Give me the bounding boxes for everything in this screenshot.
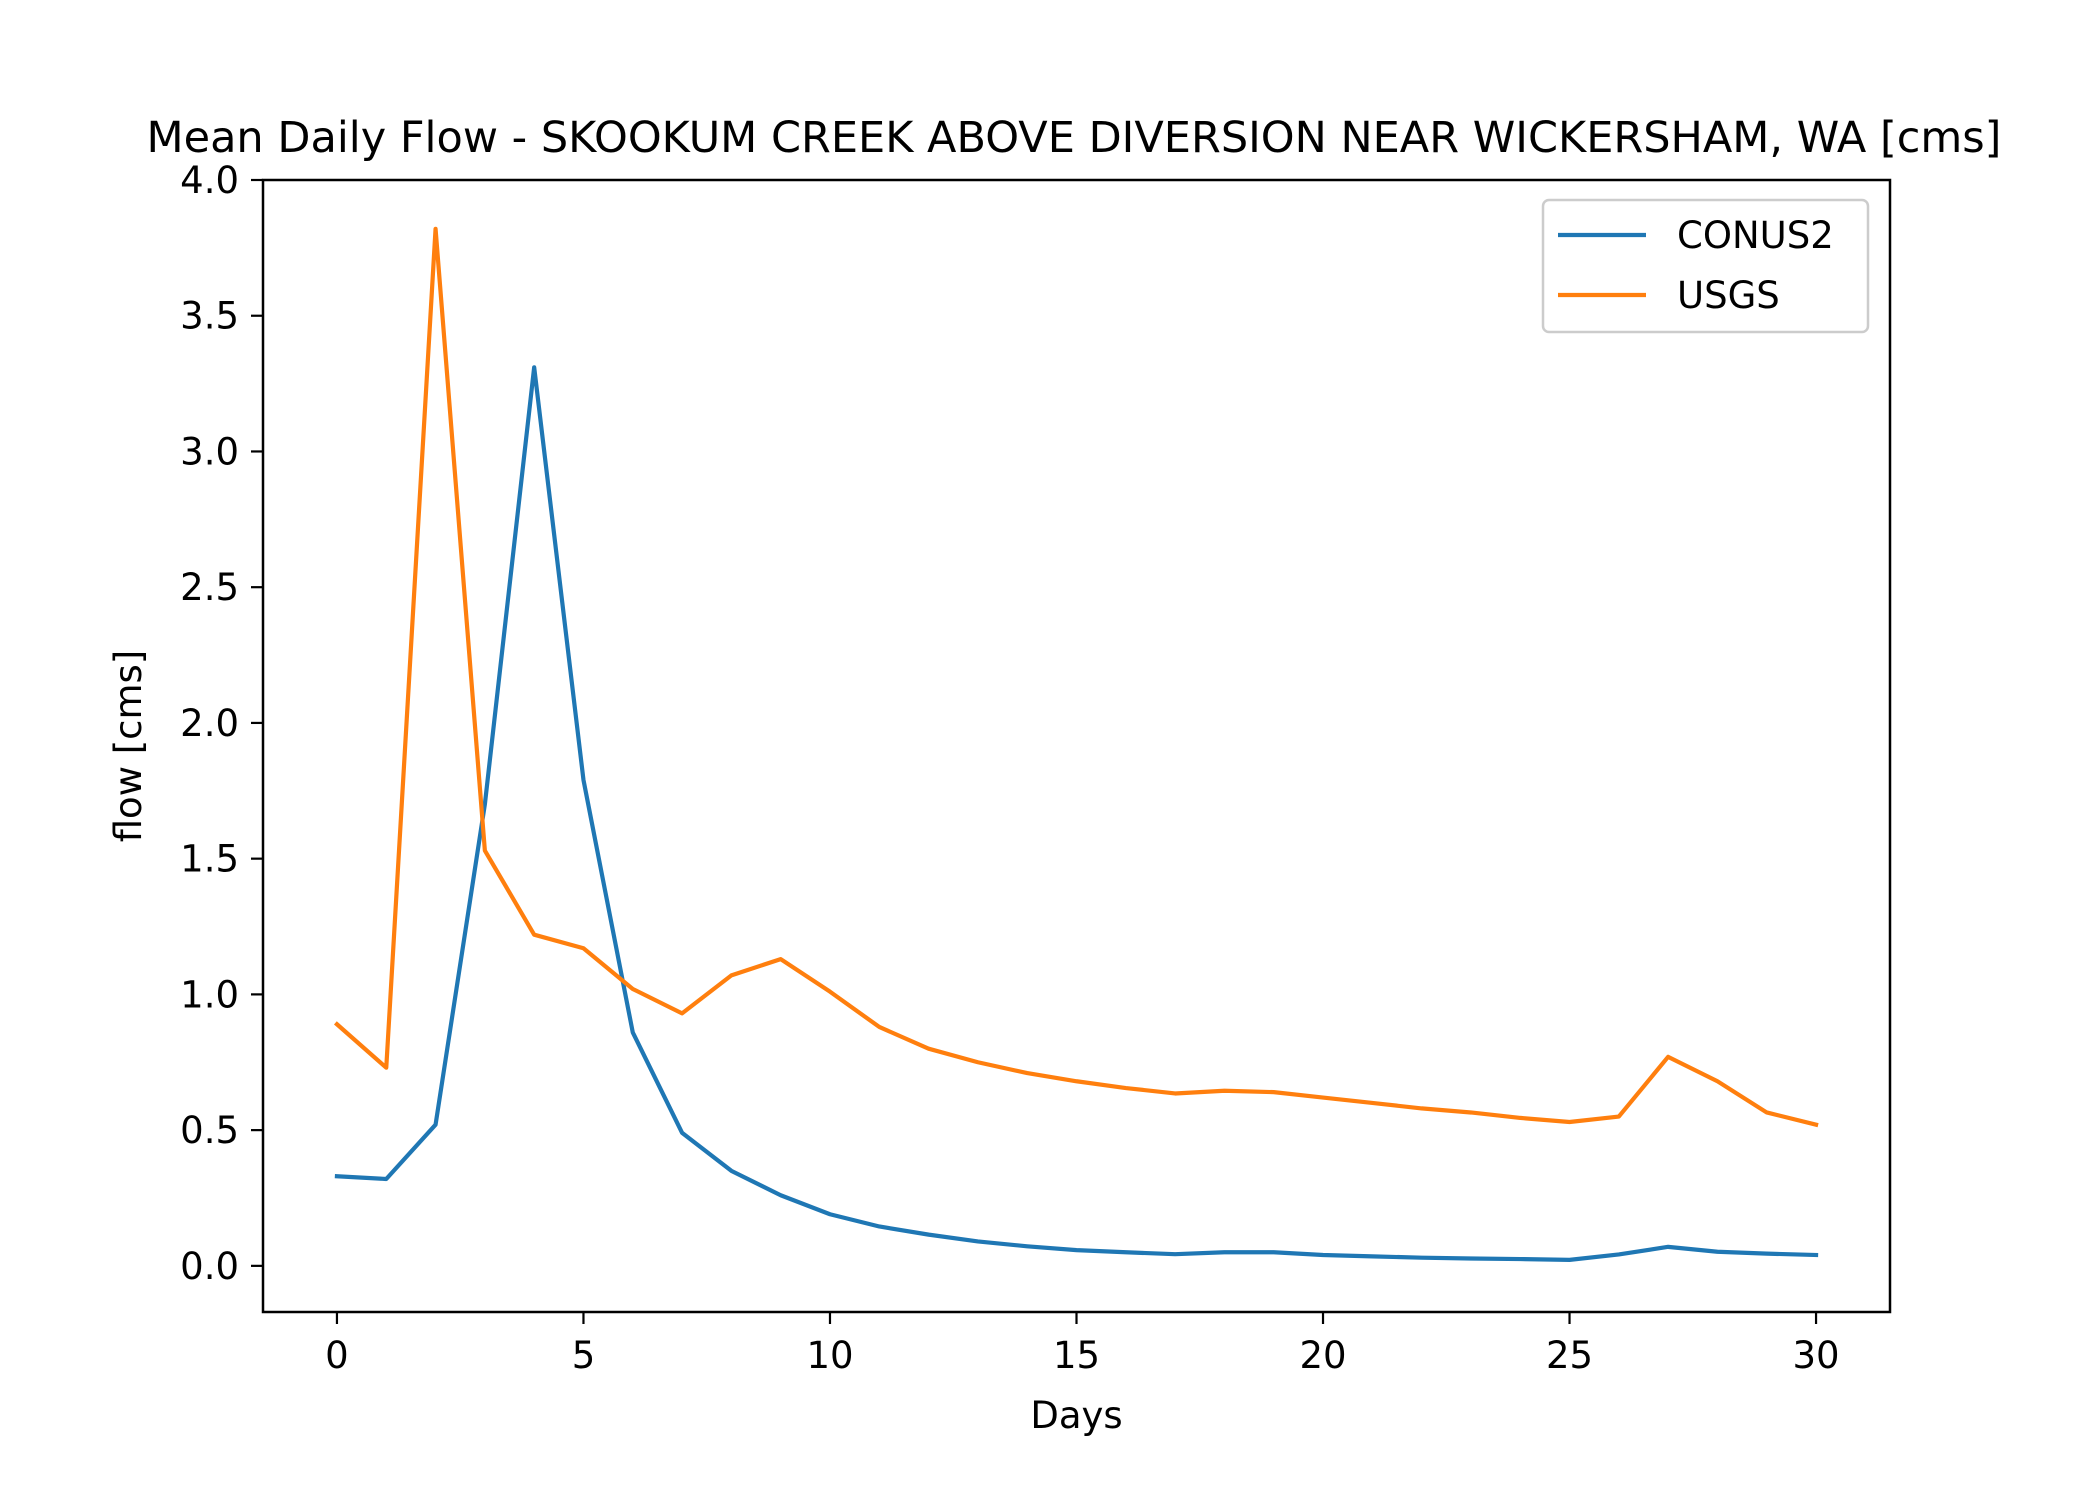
x-tick-label: 10	[806, 1334, 853, 1377]
y-tick-label: 4.0	[180, 159, 239, 202]
x-tick-label: 0	[325, 1334, 349, 1377]
y-tick-label: 0.5	[180, 1109, 239, 1152]
series-line-usgs	[333, 226, 1819, 1128]
legend-label-usgs: USGS	[1677, 274, 1780, 317]
x-tick-label: 25	[1546, 1334, 1593, 1377]
x-tick-label: 5	[572, 1334, 596, 1377]
x-tick-label: 30	[1792, 1334, 1839, 1377]
y-tick-label: 1.5	[180, 838, 239, 881]
y-tick-label: 0.0	[180, 1245, 239, 1288]
legend: CONUS2 USGS	[1541, 198, 1870, 334]
legend-label-conus2: CONUS2	[1677, 214, 1834, 257]
y-axis: 0.0 0.5 1.0 1.5 2.0 2.5 3.0 3.5 4.0	[180, 159, 263, 1288]
y-axis-label: flow [cms]	[107, 650, 150, 843]
y-tick-label: 1.0	[180, 973, 239, 1016]
series-line-conus2	[334, 365, 1819, 1262]
x-axis-label: Days	[1030, 1394, 1122, 1437]
x-tick-label: 15	[1053, 1334, 1100, 1377]
y-tick-label: 2.5	[180, 566, 239, 609]
series-layer	[333, 226, 1819, 1262]
x-tick-label: 20	[1299, 1334, 1346, 1377]
y-tick-label: 3.0	[180, 430, 239, 473]
y-tick-label: 3.5	[180, 295, 239, 338]
y-tick-label: 2.0	[180, 702, 239, 745]
x-axis: 0 5 10 15 20 25 30	[325, 1312, 1840, 1377]
chart-title: Mean Daily Flow - SKOOKUM CREEK ABOVE DI…	[147, 113, 2002, 163]
